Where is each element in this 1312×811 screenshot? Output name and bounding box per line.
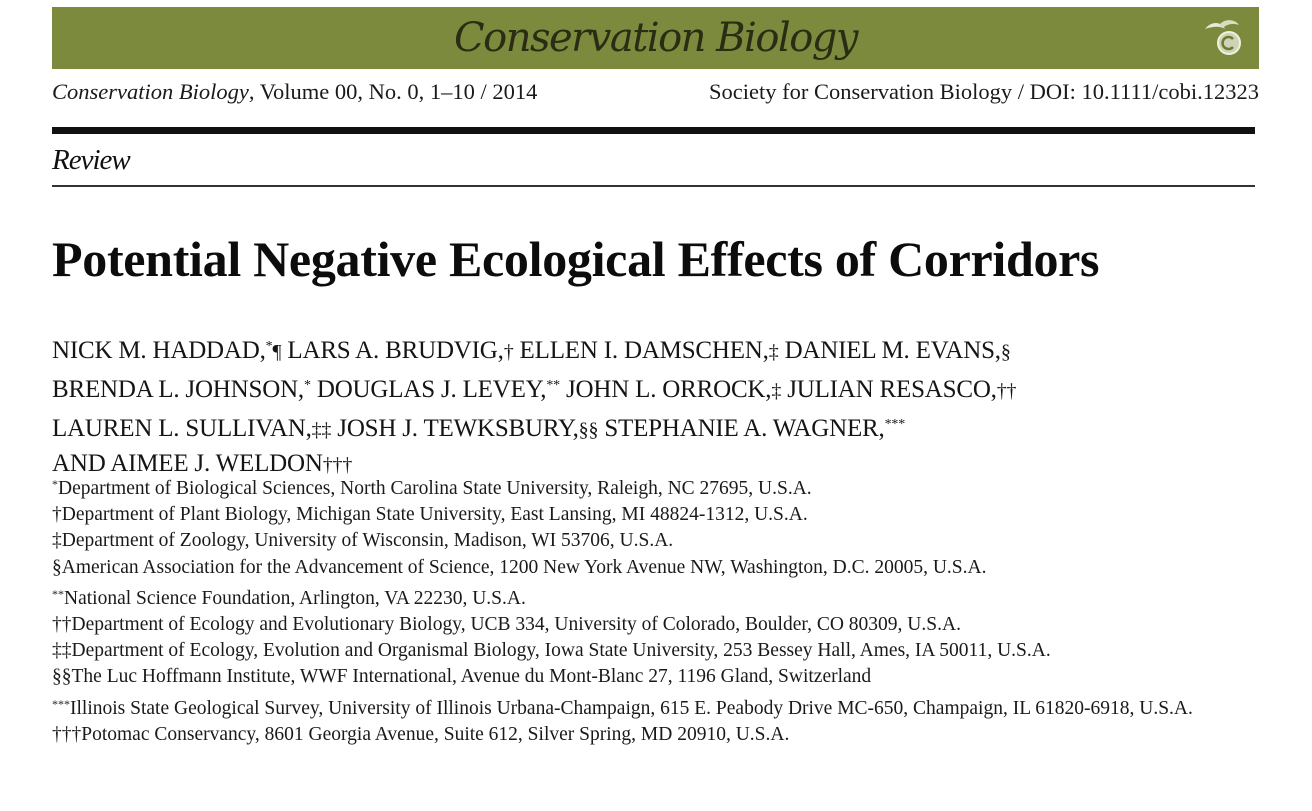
affiliation-mark: * bbox=[52, 477, 58, 491]
author-line-3: LAUREN L. SULLIVAN,‡‡ JOSH J. TEWKSBURY,… bbox=[52, 408, 1016, 447]
author-mark: † bbox=[503, 341, 514, 363]
author-mark: ††† bbox=[322, 454, 353, 476]
header-rule-thick bbox=[52, 127, 1255, 134]
author-mark: * bbox=[265, 339, 273, 354]
affiliation-mark: † bbox=[52, 504, 62, 526]
affiliation-text: The Luc Hoffmann Institute, WWF Internat… bbox=[71, 666, 872, 688]
header-rule-thin bbox=[52, 185, 1255, 187]
author-name: DOUGLAS J. LEVEY, bbox=[310, 376, 547, 403]
author-mark: ‡ bbox=[771, 380, 782, 402]
citation-journal: Conservation Biology bbox=[52, 79, 249, 104]
author-name: BRENDA L. JOHNSON, bbox=[52, 376, 304, 403]
author-line-4: AND AIMEE J. WELDON††† bbox=[52, 447, 1016, 482]
affiliation-item: ***Illinois State Geological Survey, Uni… bbox=[52, 691, 1267, 722]
affiliation-mark: *** bbox=[52, 696, 70, 711]
affiliation-text: Department of Ecology, Evolution and Org… bbox=[71, 640, 1051, 662]
affiliation-list: *Department of Biological Sciences, Nort… bbox=[52, 471, 1267, 748]
author-name: LAUREN L. SULLIVAN, bbox=[52, 415, 312, 442]
author-mark: ‡ bbox=[768, 341, 779, 363]
affiliation-mark: †† bbox=[52, 614, 72, 636]
author-mark: ¶ bbox=[272, 341, 282, 363]
affiliation-item: ††Department of Ecology and Evolutionary… bbox=[52, 612, 1267, 638]
citation-volume: , Volume 00, No. 0, 1–10 / 2014 bbox=[248, 79, 538, 104]
citation-doi: Society for Conservation Biology / DOI: … bbox=[709, 79, 1259, 104]
author-name: NICK M. HADDAD, bbox=[52, 337, 266, 364]
affiliation-text: Potomac Conservancy, 8601 Georgia Avenue… bbox=[81, 723, 790, 745]
affiliation-text: Department of Ecology and Evolutionary B… bbox=[71, 614, 961, 636]
affiliation-item: §§The Luc Hoffmann Institute, WWF Intern… bbox=[52, 664, 1267, 690]
author-name: DANIEL M. EVANS, bbox=[778, 337, 1001, 364]
affiliation-text: Department of Plant Biology, Michigan St… bbox=[61, 504, 808, 526]
affiliation-mark: ‡ bbox=[52, 530, 62, 552]
author-mark: *** bbox=[884, 417, 906, 432]
author-mark: †† bbox=[996, 380, 1017, 402]
author-name: JULIAN RESASCO, bbox=[781, 376, 997, 403]
author-name: AND AIMEE J. WELDON bbox=[52, 450, 323, 477]
affiliation-text: American Association for the Advancement… bbox=[61, 556, 987, 578]
affiliation-item: **National Science Foundation, Arlington… bbox=[52, 581, 1267, 612]
citation-line: Conservation Biology, Volume 00, No. 0, … bbox=[52, 79, 1259, 105]
bird-copyright-icon bbox=[1205, 20, 1241, 55]
author-line-2: BRENDA L. JOHNSON,* DOUGLAS J. LEVEY,** … bbox=[52, 369, 1017, 408]
author-name: LARS A. BRUDVIG, bbox=[281, 337, 504, 364]
author-mark: * bbox=[303, 378, 311, 393]
affiliation-mark: §§ bbox=[52, 666, 72, 688]
journal-banner: Conservation Biology bbox=[52, 7, 1259, 69]
author-name: ELLEN I. DAMSCHEN, bbox=[513, 337, 769, 364]
affiliation-item: ‡‡Department of Ecology, Evolution and O… bbox=[52, 638, 1267, 664]
author-mark: §§ bbox=[578, 419, 599, 441]
affiliation-item: †Department of Plant Biology, Michigan S… bbox=[52, 502, 1267, 528]
affiliation-item: *Department of Biological Sciences, Nort… bbox=[52, 471, 1267, 502]
affiliation-item: ‡Department of Zoology, University of Wi… bbox=[52, 528, 1267, 554]
affiliation-text: National Science Foundation, Arlington, … bbox=[64, 587, 526, 609]
author-line-1: NICK M. HADDAD,*¶ LARS A. BRUDVIG,† ELLE… bbox=[52, 330, 1016, 369]
affiliation-mark: § bbox=[52, 556, 62, 578]
affiliation-item: §American Association for the Advancemen… bbox=[52, 555, 1267, 581]
author-mark: ** bbox=[546, 378, 560, 393]
affiliation-mark: ††† bbox=[52, 723, 82, 745]
author-name: JOSH J. TEWKSBURY, bbox=[331, 415, 579, 442]
author-mark: § bbox=[1000, 341, 1011, 363]
author-list: NICK M. HADDAD,*¶ LARS A. BRUDVIG,† ELLE… bbox=[52, 330, 1017, 482]
author-name: JOHN L. ORROCK, bbox=[559, 376, 772, 403]
author-mark: ‡‡ bbox=[311, 419, 332, 441]
affiliation-mark: ** bbox=[52, 586, 64, 601]
affiliation-text: Illinois State Geological Survey, Univer… bbox=[70, 697, 1193, 719]
affiliation-mark: ‡‡ bbox=[52, 640, 72, 662]
section-label: Review bbox=[52, 144, 131, 176]
banner-journal-title: Conservation Biology bbox=[454, 15, 859, 61]
affiliation-text: Department of Zoology, University of Wis… bbox=[61, 530, 674, 552]
affiliation-text: Department of Biological Sciences, North… bbox=[58, 478, 812, 499]
article-title: Potential Negative Ecological Effects of… bbox=[52, 231, 1100, 287]
affiliation-item: †††Potomac Conservancy, 8601 Georgia Ave… bbox=[52, 722, 1267, 748]
author-name: STEPHANIE A. WAGNER, bbox=[598, 415, 885, 442]
